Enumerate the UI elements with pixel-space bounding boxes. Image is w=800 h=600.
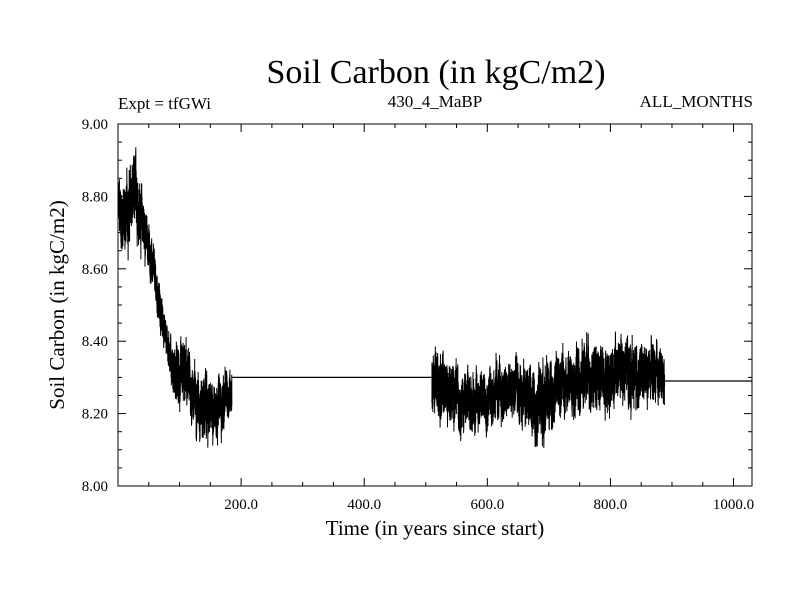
y-tick-label: 8.20 (82, 407, 108, 423)
y-axis-label: Soil Carbon (in kgC/m2) (45, 200, 69, 409)
x-tick-label: 400.0 (347, 497, 381, 513)
y-tick-label: 8.80 (82, 189, 108, 205)
y-tick-label: 8.00 (82, 479, 108, 495)
experiment-label: Expt = tfGWi (118, 94, 211, 113)
x-tick-label: 1000.0 (713, 497, 754, 513)
period-label: 430_4_MaBP (388, 92, 482, 111)
x-axis-label: Time (in years since start) (326, 516, 545, 540)
y-tick-label: 8.40 (82, 334, 108, 350)
x-tick-label: 800.0 (594, 497, 628, 513)
months-label: ALL_MONTHS (640, 92, 753, 111)
x-tick-label: 600.0 (470, 497, 504, 513)
chart-title: Soil Carbon (in kgC/m2) (266, 54, 605, 91)
y-tick-label: 9.00 (82, 117, 108, 133)
y-tick-label: 8.60 (82, 262, 108, 278)
x-tick-label: 200.0 (224, 497, 258, 513)
soil-carbon-chart: Soil Carbon (in kgC/m2) Expt = tfGWi 430… (0, 0, 800, 600)
